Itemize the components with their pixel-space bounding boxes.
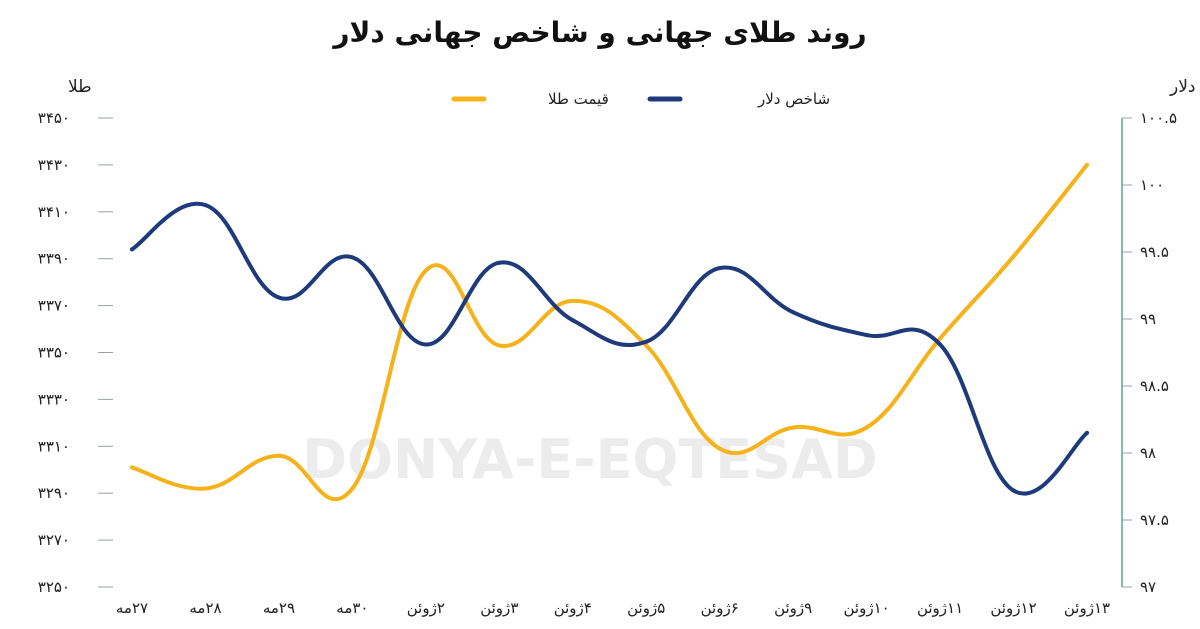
legend: قیمت طلا شاخص دلار bbox=[451, 90, 830, 108]
x-tick-label: ۴ژوئن bbox=[554, 599, 592, 617]
right-tick-label: ۹۸ bbox=[1140, 444, 1156, 462]
right-tick-label: ۹۷ bbox=[1140, 578, 1156, 596]
left-tick-label: ۳۳۳۰ bbox=[38, 390, 70, 408]
data-point bbox=[938, 342, 943, 347]
left-axis-title: طلا bbox=[68, 77, 92, 97]
x-tick-label: ۱۲ژوئن bbox=[990, 599, 1036, 617]
left-tick-label: ۳۲۷۰ bbox=[38, 531, 70, 549]
left-tick-label: ۳۳۹۰ bbox=[38, 250, 70, 268]
data-point bbox=[644, 343, 649, 348]
left-tick-label: ۳۲۵۰ bbox=[38, 578, 70, 596]
data-point bbox=[791, 425, 796, 430]
x-tick-label: ۲۸مه bbox=[189, 599, 221, 617]
data-point bbox=[717, 266, 722, 271]
data-point bbox=[1011, 254, 1016, 259]
data-point bbox=[570, 298, 575, 303]
data-point bbox=[203, 486, 208, 491]
legend-label: قیمت طلا bbox=[548, 90, 609, 108]
data-point bbox=[864, 333, 869, 338]
data-point bbox=[350, 255, 355, 260]
right-tick-label: ۱۰۰.۵ bbox=[1140, 109, 1177, 127]
data-point bbox=[130, 247, 134, 252]
data-point bbox=[276, 295, 281, 300]
data-point bbox=[1085, 162, 1089, 167]
data-point bbox=[717, 446, 722, 451]
data-point bbox=[1085, 430, 1089, 435]
data-point bbox=[864, 425, 869, 430]
data-point bbox=[350, 486, 355, 491]
series-lines bbox=[130, 162, 1089, 502]
x-tick-label: ۲ژوئن bbox=[407, 599, 445, 617]
x-tick-label: ۳ژوئن bbox=[480, 599, 518, 617]
data-point bbox=[423, 342, 428, 347]
data-point bbox=[203, 203, 208, 208]
right-tick-label: ۹۷.۵ bbox=[1140, 511, 1169, 529]
x-tick-label: ۲۹مه bbox=[263, 599, 295, 617]
x-tick-label: ۶ژوئن bbox=[701, 599, 739, 617]
data-point bbox=[1011, 488, 1016, 493]
data-point bbox=[791, 310, 796, 315]
left-tick-label: ۳۳۵۰ bbox=[38, 344, 70, 362]
left-tick-label: ۳۳۷۰ bbox=[38, 297, 70, 315]
data-point bbox=[497, 260, 502, 265]
data-point bbox=[938, 336, 943, 341]
data-point bbox=[423, 268, 428, 273]
data-point bbox=[497, 343, 502, 348]
right-tick-label: ۹۹.۵ bbox=[1140, 243, 1169, 261]
data-point bbox=[276, 453, 281, 458]
watermark: DONYA-E-EQTESAD bbox=[302, 428, 877, 491]
chart-title: روند طلای جهانی و شاخص جهانی دلار bbox=[331, 16, 866, 49]
left-tick-label: ۳۳۱۰ bbox=[38, 437, 70, 455]
x-tick-label: ۹ژوئن bbox=[774, 599, 812, 617]
right-tick-label: ۹۸.۵ bbox=[1140, 377, 1169, 395]
x-tick-label: ۵ژوئن bbox=[627, 599, 665, 617]
left-tick-label: ۳۴۱۰ bbox=[38, 203, 70, 221]
data-point bbox=[130, 465, 134, 470]
series-line-0 bbox=[130, 162, 1089, 502]
x-tick-label: ۱۰ژوئن bbox=[844, 599, 890, 617]
x-tick-label: ۲۷مه bbox=[116, 599, 148, 617]
right-tick-label: ۱۰۰ bbox=[1140, 176, 1164, 194]
axes: ۳۲۵۰ ۳۲۷۰ ۳۲۹۰ ۳۳۱۰ ۳۳۳۰ ۳۳۵۰ ۳۳۷۰ ۳۳۹۰ ۳۴۱۰ ۳۴۳۰… bbox=[38, 109, 1177, 617]
x-tick-label: ۳۰مه bbox=[336, 599, 368, 617]
x-tick-label: ۱۳ژوئن bbox=[1064, 599, 1110, 617]
right-axis-title: دلار bbox=[1169, 77, 1195, 97]
x-tick-label: ۱۱ژوئن bbox=[917, 599, 963, 617]
data-point bbox=[644, 339, 649, 344]
left-tick-label: ۳۴۵۰ bbox=[38, 109, 70, 127]
legend-label: شاخص دلار bbox=[757, 90, 830, 108]
right-tick-label: ۹۹ bbox=[1140, 310, 1156, 328]
data-point bbox=[570, 318, 575, 323]
left-tick-label: ۳۲۹۰ bbox=[38, 484, 70, 502]
left-tick-label: ۳۴۳۰ bbox=[38, 156, 70, 174]
